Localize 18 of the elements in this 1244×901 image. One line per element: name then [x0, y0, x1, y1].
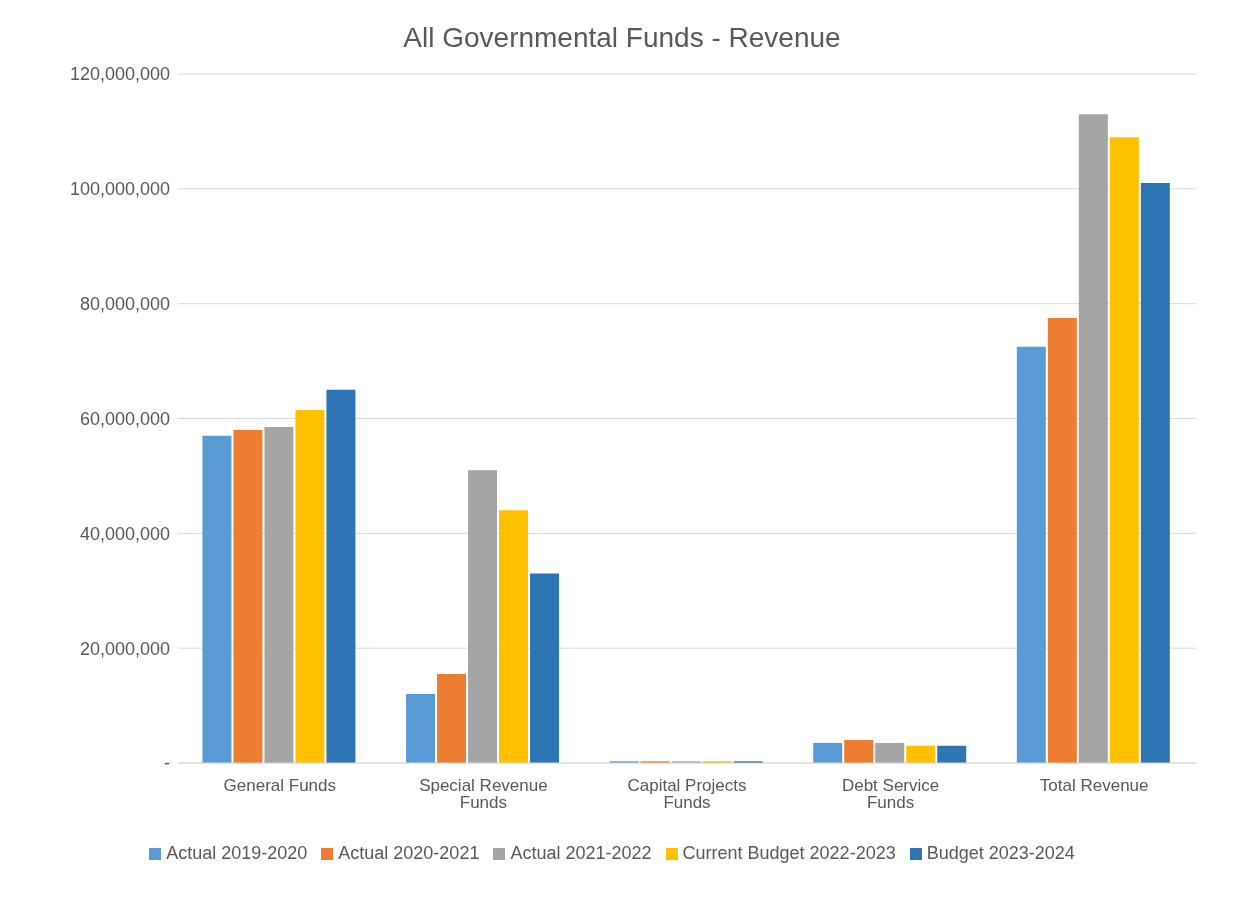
x-tick-label: Total Revenue — [1039, 776, 1149, 796]
y-tick-label: 80,000,000 — [79, 294, 170, 315]
x-tick-label: Special Revenue Funds — [419, 776, 548, 813]
legend-label: Current Budget 2022-2023 — [681, 843, 896, 864]
x-tick-label: Debt Service Funds — [841, 776, 940, 813]
legend-label: Actual 2021-2022 — [509, 843, 652, 864]
legend-label: Budget 2023-2024 — [925, 843, 1075, 864]
y-tick-label: 60,000,000 — [79, 408, 170, 429]
y-tick-label: - — [164, 753, 170, 774]
x-tick-label: General Funds — [223, 776, 337, 796]
chart-title: All Governmental Funds - Revenue — [402, 22, 842, 54]
y-tick-label: 40,000,000 — [79, 523, 170, 544]
y-tick-label: 20,000,000 — [79, 638, 170, 659]
y-tick-label: 100,000,000 — [69, 179, 170, 200]
y-tick-label: 120,000,000 — [69, 64, 170, 85]
x-tick-label: Capital Projects Funds — [627, 776, 747, 813]
legend-label: Actual 2019-2020 — [165, 843, 308, 864]
legend-label: Actual 2020-2021 — [337, 843, 480, 864]
